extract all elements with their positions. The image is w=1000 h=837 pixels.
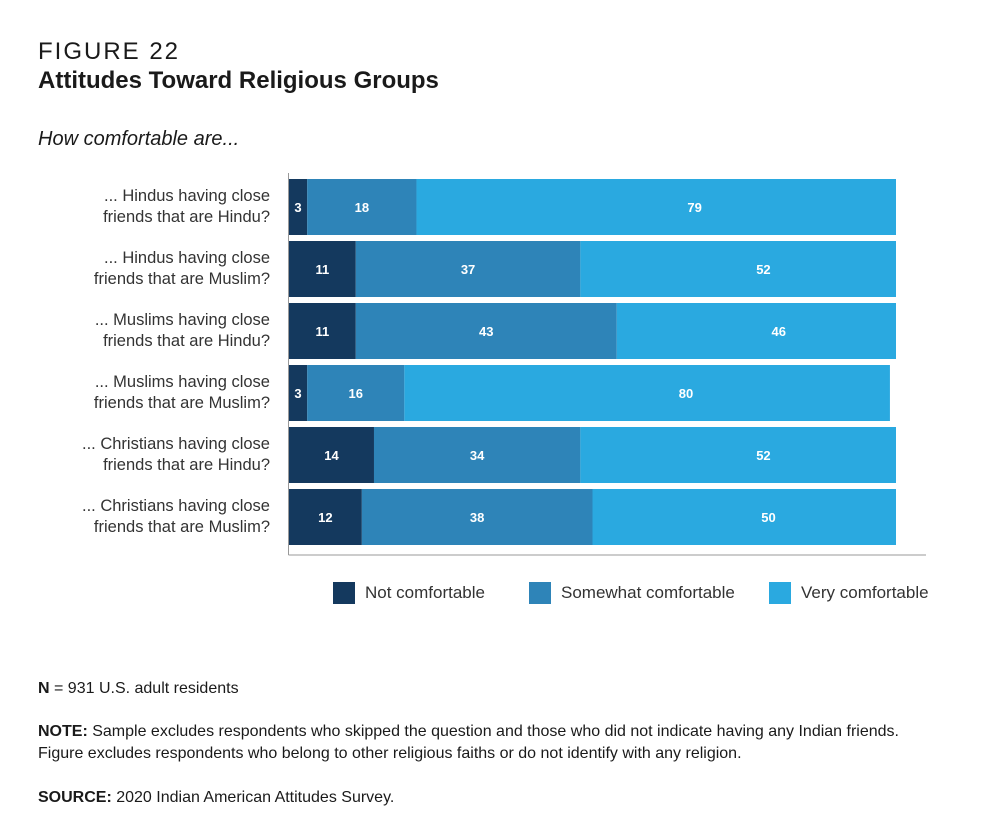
- legend-label: Somewhat comfortable: [561, 583, 735, 602]
- stacked-bar-chart: ... Hindus having close friends that are …: [82, 173, 926, 556]
- note-label: NOTE:: [38, 723, 88, 740]
- legend-item-somewhat-comfortable: Somewhat comfortable: [529, 581, 735, 605]
- data-label: 34: [470, 448, 485, 463]
- category-label: ... Christians having close: [82, 497, 270, 515]
- bar-segment: [592, 489, 896, 545]
- figure-title: Attitudes Toward Religious Groups: [38, 67, 439, 94]
- figure-label: FIGURE 22: [38, 38, 181, 65]
- data-label: 3: [294, 200, 301, 215]
- data-label: 80: [679, 386, 693, 401]
- bar-segment: [580, 241, 896, 297]
- sample-size-note: N = 931 U.S. adult residents: [38, 678, 239, 700]
- data-label: 11: [316, 324, 330, 339]
- source-note: SOURCE: 2020 Indian American Attitudes S…: [38, 787, 394, 809]
- source-text: 2020 Indian American Attitudes Survey.: [111, 789, 395, 806]
- bar-segment: [361, 489, 593, 545]
- data-label: 52: [756, 262, 770, 277]
- data-label: 11: [316, 262, 330, 277]
- data-label: 79: [687, 200, 701, 215]
- source-label: SOURCE:: [38, 789, 112, 806]
- note-text: Sample excludes respondents who skipped …: [87, 723, 899, 740]
- chart-legend: Not comfortable Somewhat comfortable Ver…: [0, 581, 1000, 605]
- data-label: 18: [355, 200, 369, 215]
- legend-swatch: [529, 582, 551, 604]
- note-text-2: Figure excludes respondents who belong t…: [38, 745, 742, 762]
- category-label: friends that are Hindu?: [103, 332, 270, 350]
- bar-segment: [404, 365, 890, 421]
- category-label: friends that are Muslim?: [94, 270, 270, 288]
- data-label: 43: [479, 324, 493, 339]
- data-label: 12: [318, 510, 332, 525]
- bar-segment: [307, 365, 405, 421]
- legend-item-not-comfortable: Not comfortable: [333, 581, 485, 605]
- chart-subtitle: How comfortable are...: [38, 128, 240, 150]
- category-label: friends that are Muslim?: [94, 394, 270, 412]
- note-block: NOTE: Sample excludes respondents who sk…: [38, 721, 899, 765]
- data-label: 16: [349, 386, 363, 401]
- legend-swatch: [333, 582, 355, 604]
- data-label: 37: [461, 262, 475, 277]
- category-label: ... Christians having close: [82, 435, 270, 453]
- category-label: ... Hindus having close: [104, 187, 270, 205]
- category-label: friends that are Hindu?: [103, 456, 270, 474]
- legend-item-very-comfortable: Very comfortable: [769, 581, 929, 605]
- bar-segment: [289, 241, 356, 297]
- data-label: 50: [761, 510, 775, 525]
- data-label: 52: [756, 448, 770, 463]
- bar-segment: [373, 427, 581, 483]
- bar-segment: [355, 303, 617, 359]
- bar-segment: [289, 427, 374, 483]
- bar-segment: [289, 303, 356, 359]
- data-label: 3: [294, 386, 301, 401]
- legend-swatch: [769, 582, 791, 604]
- bar-segment: [289, 489, 362, 545]
- category-label: ... Muslims having close: [95, 373, 270, 391]
- legend-label: Not comfortable: [365, 583, 485, 602]
- data-label: 38: [470, 510, 484, 525]
- legend-label: Very comfortable: [801, 583, 929, 602]
- bar-segment: [289, 365, 308, 421]
- n-label: N: [38, 680, 50, 697]
- data-label: 46: [771, 324, 785, 339]
- category-label: friends that are Hindu?: [103, 208, 270, 226]
- category-label: ... Hindus having close: [104, 249, 270, 267]
- category-label: ... Muslims having close: [95, 311, 270, 329]
- n-text: = 931 U.S. adult residents: [49, 680, 239, 697]
- bar-segment: [416, 179, 896, 235]
- bar-segment: [355, 241, 581, 297]
- bar-segment: [580, 427, 896, 483]
- bar-segment: [307, 179, 417, 235]
- bar-segment: [289, 179, 308, 235]
- data-label: 14: [324, 448, 339, 463]
- category-label: friends that are Muslim?: [94, 518, 270, 536]
- bar-segment: [616, 303, 896, 359]
